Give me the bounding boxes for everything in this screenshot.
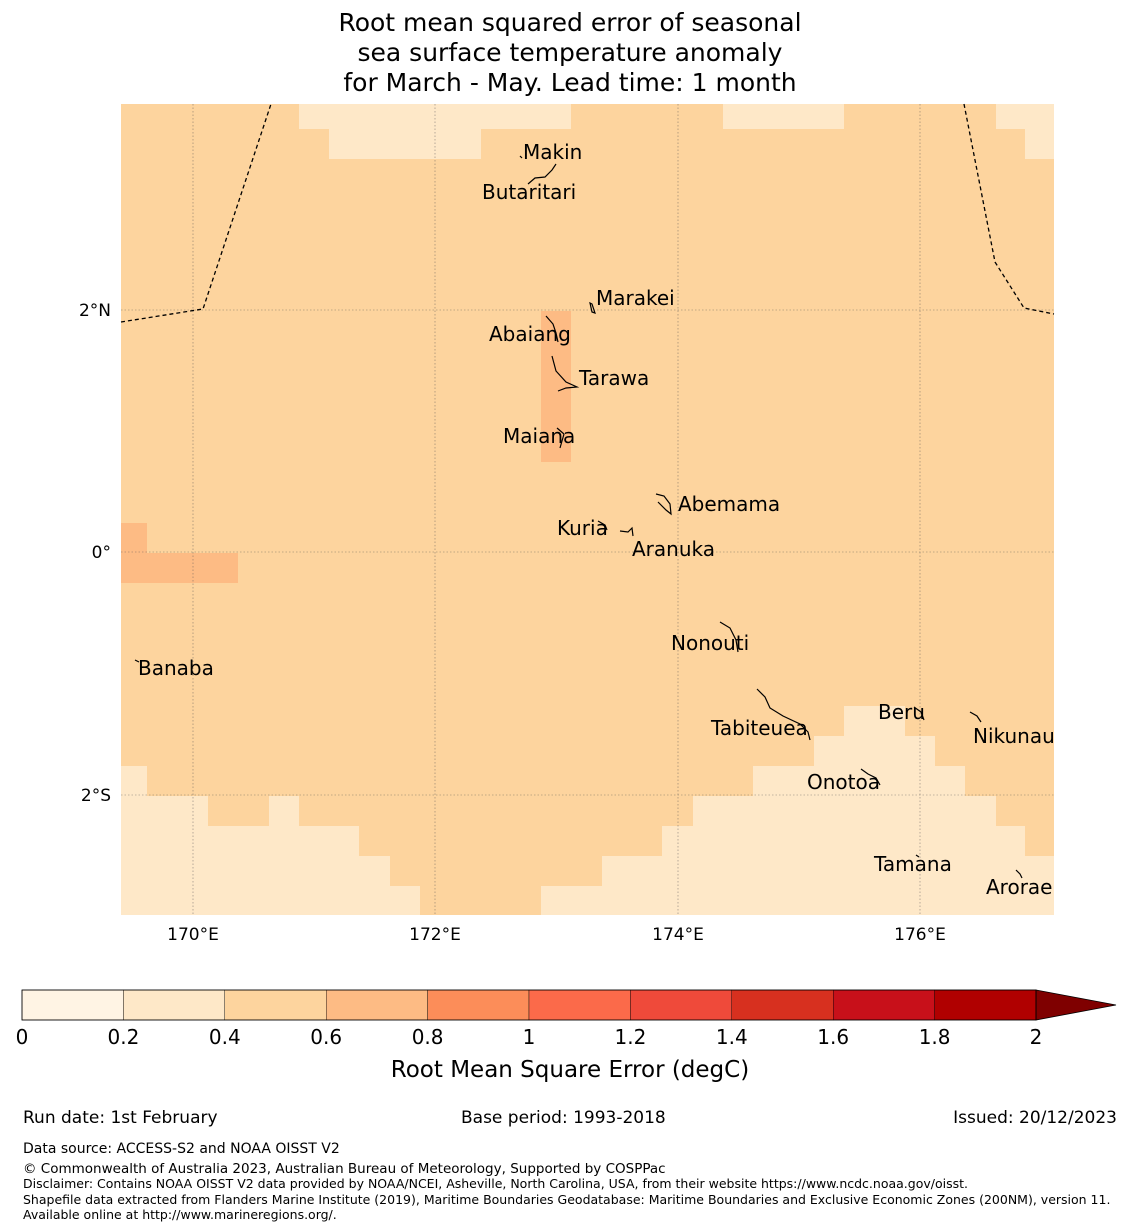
island-outline-tabiteuea bbox=[756, 688, 811, 741]
island-label-tabiteuea: Tabiteuea bbox=[710, 716, 808, 740]
island-labels: Makin Butaritari Marakei Abaiang Tarawa … bbox=[138, 140, 1055, 899]
island-outline-nikunau bbox=[969, 711, 982, 723]
island-outlines bbox=[134, 155, 1023, 879]
disclaimer: Disclaimer: Contains NOAA OISST V2 data … bbox=[23, 1176, 968, 1191]
colorbar-tick-label: 1.2 bbox=[614, 1025, 646, 1049]
colorbar-cell bbox=[630, 989, 733, 1021]
island-outline-abaiang bbox=[545, 315, 559, 343]
lon-tick-176e: 176°E bbox=[894, 925, 946, 945]
copyright: © Commonwealth of Australia 2023, Austra… bbox=[23, 1161, 666, 1177]
island-label-marakei: Marakei bbox=[596, 286, 675, 310]
colorbar-tick-label: 0 bbox=[16, 1025, 29, 1049]
island-label-tamana: Tamana bbox=[873, 852, 952, 876]
island-outline-onotoa bbox=[860, 768, 881, 786]
island-label-banaba: Banaba bbox=[138, 656, 214, 680]
lat-tick-2s: 2°S bbox=[81, 786, 111, 806]
colorbar-tick-label: 1.8 bbox=[919, 1025, 951, 1049]
island-label-tarawa: Tarawa bbox=[578, 366, 649, 390]
rmse-map: Makin Butaritari Marakei Abaiang Tarawa … bbox=[79, 103, 1055, 945]
island-outline-makin bbox=[519, 155, 523, 159]
title-line-3: for March - May. Lead time: 1 month bbox=[343, 68, 797, 97]
island-label-makin: Makin bbox=[523, 140, 582, 164]
island-label-beru: Beru bbox=[878, 700, 925, 724]
island-outline-banaba bbox=[134, 659, 140, 663]
island-outline-maiana bbox=[556, 427, 565, 449]
shapefile-credit: Shapefile data extracted from Flanders M… bbox=[23, 1192, 1111, 1222]
colorbar-tick-label: 0.2 bbox=[107, 1025, 139, 1049]
island-label-arorae: Arorae bbox=[986, 875, 1052, 899]
low-rmse-north bbox=[299, 104, 1054, 159]
colorbar-cell bbox=[528, 989, 631, 1021]
island-label-kuria: Kuria bbox=[557, 516, 608, 540]
island-outline-arorae bbox=[1015, 869, 1023, 879]
island-label-nonouti: Nonouti bbox=[671, 631, 749, 655]
colorbar-tick-label: 1.4 bbox=[716, 1025, 748, 1049]
longitude-ticks: 170°E 172°E 174°E 176°E bbox=[167, 925, 946, 945]
colorbar-tick-label: 0.6 bbox=[310, 1025, 342, 1049]
island-outline-beru bbox=[913, 706, 925, 721]
colorbar-cell bbox=[123, 989, 226, 1021]
lat-tick-0: 0° bbox=[92, 543, 111, 563]
island-label-maiana: Maiana bbox=[503, 424, 575, 448]
island-label-onotoa: Onotoa bbox=[807, 770, 880, 794]
run-date: Run date: 1st February bbox=[23, 1108, 218, 1128]
title-line-2: sea surface temperature anomaly bbox=[357, 38, 783, 67]
issued-date: Issued: 20/12/2023 bbox=[953, 1108, 1117, 1128]
island-label-butaritari: Butaritari bbox=[482, 180, 576, 204]
island-outline-tarawa bbox=[551, 355, 580, 392]
island-outline-tamana bbox=[915, 854, 920, 858]
colorbar-cell bbox=[224, 989, 327, 1021]
colorbar-label: Root Mean Square Error (degC) bbox=[391, 1057, 749, 1083]
colorbar-cell bbox=[833, 989, 935, 1021]
gridlines bbox=[121, 104, 1054, 915]
latitude-ticks: 2°N 0° 2°S bbox=[79, 301, 111, 806]
lon-tick-172e: 172°E bbox=[409, 925, 461, 945]
colorbar-tick-label: 0.8 bbox=[412, 1025, 444, 1049]
island-outline-aranuka bbox=[619, 526, 634, 537]
colorbar-tick-label: 2 bbox=[1030, 1025, 1043, 1049]
colorbar-cell bbox=[427, 989, 530, 1021]
island-label-abaiang: Abaiang bbox=[489, 322, 571, 346]
colorbar-cell bbox=[934, 989, 1037, 1021]
island-outline-marakei bbox=[589, 301, 596, 314]
colorbar-extend-arrow bbox=[1035, 989, 1117, 1021]
lat-tick-2n: 2°N bbox=[79, 301, 111, 321]
colorbar-cell bbox=[731, 989, 834, 1021]
eez-boundaries bbox=[120, 103, 1055, 323]
colorbar-cell bbox=[326, 989, 428, 1021]
island-label-nikunau: Nikunau bbox=[973, 724, 1055, 748]
chart-title: Root mean squared error of seasonal sea … bbox=[120, 8, 1020, 98]
colorbar-tick-label: 1 bbox=[523, 1025, 536, 1049]
colorbar-frame bbox=[21, 989, 1037, 1021]
colorbar-ticks: 0 0.2 0.4 0.6 0.8 1 1.2 1.4 1.6 1.8 2 bbox=[16, 1025, 1043, 1049]
title-line-1: Root mean squared error of seasonal bbox=[338, 8, 802, 37]
lon-tick-170e: 170°E bbox=[167, 925, 219, 945]
colorbar-cells bbox=[21, 989, 1037, 1021]
colorbar-cell bbox=[21, 989, 124, 1021]
island-outline-abemama bbox=[655, 493, 672, 516]
colorbar-tick-label: 1.6 bbox=[817, 1025, 849, 1049]
island-label-abemama: Abemama bbox=[678, 492, 780, 516]
island-outline-butaritari bbox=[527, 163, 557, 185]
data-source: Data source: ACCESS-S2 and NOAA OISST V2 bbox=[23, 1141, 340, 1157]
island-label-aranuka: Aranuka bbox=[632, 537, 715, 561]
high-rmse-cells bbox=[121, 311, 571, 583]
colorbar-tick-label: 0.4 bbox=[209, 1025, 241, 1049]
low-rmse-south bbox=[121, 706, 1054, 915]
lon-tick-174e: 174°E bbox=[652, 925, 704, 945]
base-period: Base period: 1993-2018 bbox=[461, 1108, 666, 1128]
island-outline-kuria bbox=[597, 520, 608, 531]
island-outline-nonouti bbox=[719, 621, 739, 653]
